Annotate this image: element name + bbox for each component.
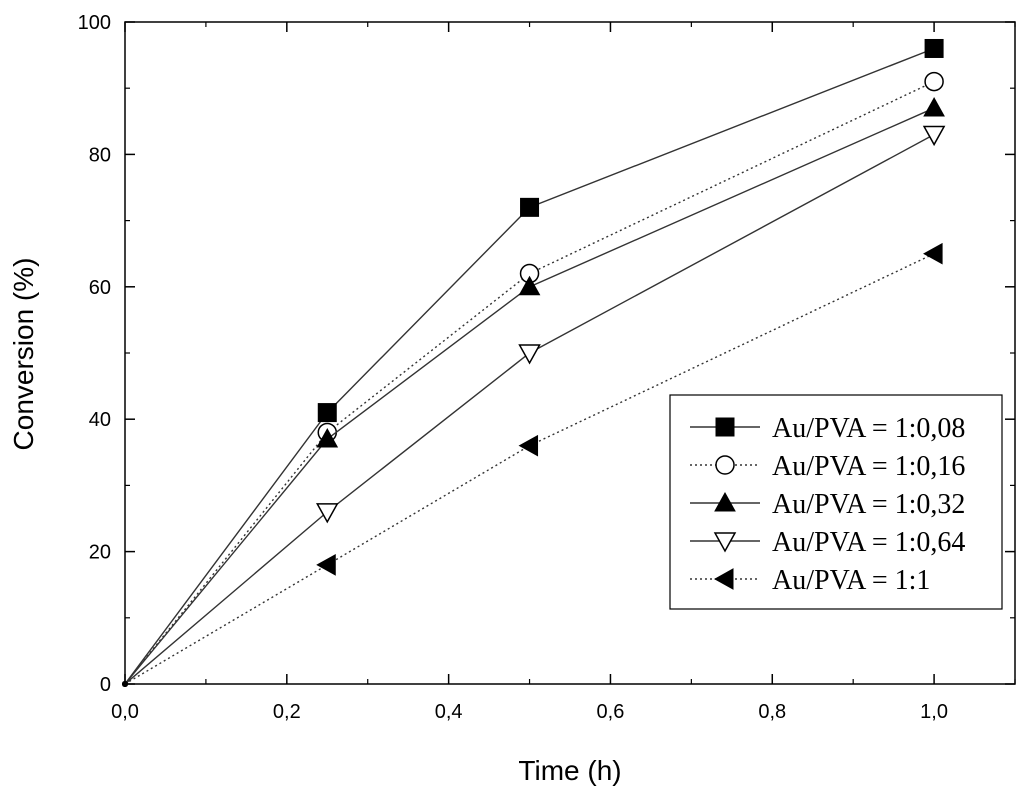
legend-marker-3 xyxy=(714,491,736,512)
series-4-point-3 xyxy=(922,125,946,147)
series-3-point-1 xyxy=(316,428,339,448)
series-1-point-2 xyxy=(520,197,540,217)
x-tick-label-1: 0,2 xyxy=(273,701,301,723)
series-layer xyxy=(122,38,946,687)
y-tick-label-5: 100 xyxy=(78,12,111,34)
series-1-line xyxy=(124,47,935,685)
legend-label-1: Au/PVA = 1:0,08 xyxy=(772,413,965,444)
x-tick-label-3: 0,6 xyxy=(597,701,625,723)
legend-label-4: Au/PVA = 1:0,64 xyxy=(772,527,965,558)
series-4-line xyxy=(124,133,935,685)
y-tick-label-2: 40 xyxy=(89,409,111,431)
legend: Au/PVA = 1:0,08 Au/PVA = 1:0,16 Au/PVA = 1… xyxy=(669,394,1003,610)
y-tick-label-1: 20 xyxy=(89,542,111,564)
legend-marker-2 xyxy=(715,455,735,475)
plot-axes: 0,0 0,2 0,4 0,6 0,8 1,0 0 20 40 60 80 100 xyxy=(78,12,1016,723)
legend-marker-5 xyxy=(713,568,734,590)
x-tick-label-2: 0,4 xyxy=(435,701,463,723)
x-axis-title: Time (h) xyxy=(518,755,621,786)
y-axis-title: Conversion (%) xyxy=(8,258,39,451)
x-tick-label-0: 0,0 xyxy=(111,701,139,723)
legend-label-3: Au/PVA = 1:0,32 xyxy=(772,489,965,520)
series-1 xyxy=(122,38,944,687)
series-4-point-2 xyxy=(518,344,541,365)
series-5-point-3 xyxy=(923,242,943,265)
x-tick-label-5: 1,0 xyxy=(920,701,948,723)
legend-marker-1 xyxy=(715,417,735,437)
series-3-point-2 xyxy=(518,275,541,296)
series-2-line xyxy=(124,80,935,685)
series-5-point-1 xyxy=(316,553,336,576)
series-5-point-2 xyxy=(518,434,539,457)
series-1-point-1 xyxy=(317,403,337,423)
series-5-point-0 xyxy=(122,681,128,687)
series-2-point-3 xyxy=(924,71,944,92)
series-4-point-1 xyxy=(315,503,339,524)
series-1-point-3 xyxy=(924,38,944,58)
series-5 xyxy=(122,242,943,687)
y-tick-label-3: 60 xyxy=(89,277,111,299)
legend-label-5: Au/PVA = 1:1 xyxy=(772,565,930,596)
series-4 xyxy=(122,125,946,687)
series-3 xyxy=(122,97,945,687)
x-tick-label-4: 0,8 xyxy=(758,701,786,723)
series-3-point-3 xyxy=(923,97,945,117)
legend-marker-4 xyxy=(713,532,737,553)
legend-label-2: Au/PVA = 1:0,16 xyxy=(772,451,965,482)
y-tick-label-0: 0 xyxy=(100,674,111,696)
series-3-line xyxy=(124,107,935,685)
y-tick-label-4: 80 xyxy=(89,144,111,166)
